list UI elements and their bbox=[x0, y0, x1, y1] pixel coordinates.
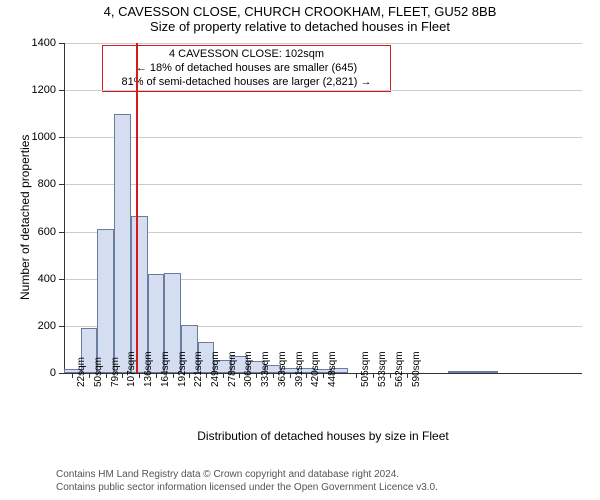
histogram-bar bbox=[131, 216, 148, 373]
ytick-label: 1000 bbox=[24, 131, 56, 143]
gridline bbox=[64, 43, 582, 44]
xtick-label: 306sqm bbox=[243, 351, 254, 387]
xtick-label: 590sqm bbox=[411, 351, 422, 387]
ytick-label: 0 bbox=[24, 367, 56, 379]
xtick-mark bbox=[273, 373, 274, 378]
footer-attribution: Contains HM Land Registry data © Crown c… bbox=[56, 469, 438, 494]
title-line-2: Size of property relative to detached ho… bbox=[0, 19, 600, 34]
ytick-label: 1400 bbox=[24, 37, 56, 49]
chart-title: 4, CAVESSON CLOSE, CHURCH CROOKHAM, FLEE… bbox=[0, 4, 600, 34]
xtick-mark bbox=[407, 373, 408, 378]
xtick-label: 333sqm bbox=[260, 351, 271, 387]
xtick-label: 533sqm bbox=[377, 351, 388, 387]
xtick-mark bbox=[239, 373, 240, 378]
xtick-label: 448sqm bbox=[327, 351, 338, 387]
xtick-mark bbox=[72, 373, 73, 378]
xtick-mark bbox=[206, 373, 207, 378]
histogram-bar bbox=[97, 229, 114, 373]
histogram-bar bbox=[448, 371, 465, 373]
xtick-mark bbox=[356, 373, 357, 378]
xtick-label: 192sqm bbox=[177, 351, 188, 387]
xtick-label: 420sqm bbox=[310, 351, 321, 387]
ytick-label: 800 bbox=[24, 178, 56, 190]
x-axis-label: Distribution of detached houses by size … bbox=[64, 429, 582, 443]
ytick-label: 400 bbox=[24, 273, 56, 285]
xtick-mark bbox=[390, 373, 391, 378]
histogram-chart: 020040060080010001200140022sqm50sqm79sqm… bbox=[64, 43, 582, 373]
histogram-bar bbox=[465, 371, 482, 373]
xtick-label: 505sqm bbox=[360, 351, 371, 387]
xtick-mark bbox=[156, 373, 157, 378]
xtick-label: 136sqm bbox=[143, 351, 154, 387]
gridline bbox=[64, 137, 582, 138]
xtick-mark bbox=[89, 373, 90, 378]
xtick-label: 391sqm bbox=[294, 351, 305, 387]
xtick-mark bbox=[189, 373, 190, 378]
property-marker-line bbox=[136, 43, 138, 373]
xtick-mark bbox=[323, 373, 324, 378]
xtick-mark bbox=[173, 373, 174, 378]
xtick-label: 278sqm bbox=[227, 351, 238, 387]
xtick-label: 164sqm bbox=[160, 351, 171, 387]
xtick-label: 50sqm bbox=[93, 357, 104, 387]
ytick-label: 200 bbox=[24, 320, 56, 332]
xtick-mark bbox=[306, 373, 307, 378]
xtick-mark bbox=[106, 373, 107, 378]
footer-line-1: Contains HM Land Registry data © Crown c… bbox=[56, 469, 438, 482]
xtick-mark bbox=[290, 373, 291, 378]
xtick-mark bbox=[373, 373, 374, 378]
xtick-label: 22sqm bbox=[76, 357, 87, 387]
title-line-1: 4, CAVESSON CLOSE, CHURCH CROOKHAM, FLEE… bbox=[0, 4, 600, 19]
gridline bbox=[64, 90, 582, 91]
xtick-mark bbox=[139, 373, 140, 378]
xtick-mark bbox=[122, 373, 123, 378]
xtick-label: 562sqm bbox=[394, 351, 405, 387]
xtick-label: 249sqm bbox=[210, 351, 221, 387]
xtick-label: 107sqm bbox=[126, 351, 137, 387]
xtick-label: 221sqm bbox=[193, 351, 204, 387]
xtick-label: 363sqm bbox=[277, 351, 288, 387]
histogram-bar bbox=[114, 114, 131, 373]
y-axis-line bbox=[64, 43, 65, 373]
ytick-label: 600 bbox=[24, 226, 56, 238]
xtick-label: 79sqm bbox=[110, 357, 121, 387]
footer-line-2: Contains public sector information licen… bbox=[56, 482, 438, 495]
gridline bbox=[64, 184, 582, 185]
histogram-bar bbox=[482, 371, 499, 373]
xtick-mark bbox=[256, 373, 257, 378]
ytick-label: 1200 bbox=[24, 84, 56, 96]
xtick-mark bbox=[223, 373, 224, 378]
